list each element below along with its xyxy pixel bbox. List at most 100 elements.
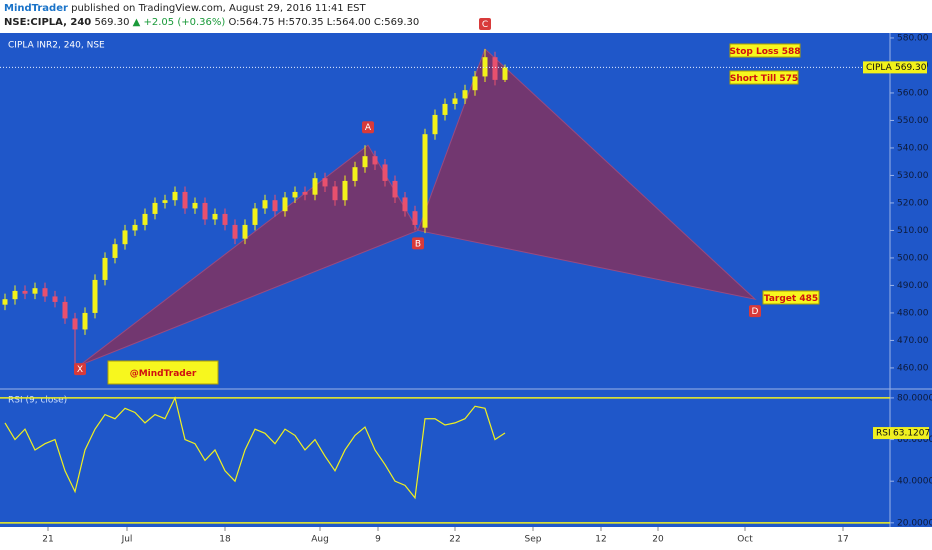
x-axis-background	[0, 527, 932, 550]
y-tick-label: 520.00	[897, 198, 929, 208]
candle-body	[472, 76, 478, 91]
ohlc-close: C:569.30	[373, 17, 420, 28]
candle-body	[282, 197, 288, 212]
rsi-tag-name: RSI	[876, 429, 891, 439]
candle-body	[62, 301, 68, 319]
candle-body	[252, 208, 258, 225]
x-tick-label: 9	[375, 535, 381, 545]
ohlc-high: H:570.35	[277, 17, 324, 28]
candle-body	[432, 114, 438, 135]
x-tick-label: Aug	[311, 535, 329, 545]
candle-body	[352, 167, 358, 181]
candle-body	[212, 213, 218, 220]
candle-body	[72, 318, 78, 330]
change: ▲ +2.05 (+0.36%)	[132, 17, 226, 28]
x-tick-label: 17	[837, 535, 848, 545]
annotation-box	[729, 43, 801, 58]
author[interactable]: MindTrader	[4, 3, 68, 14]
header-line: MindTrader published on TradingView.com,…	[4, 2, 928, 16]
candle-body	[52, 296, 58, 302]
candle-body	[332, 186, 338, 201]
candle-body	[412, 211, 418, 225]
candle-body	[292, 191, 298, 198]
y-tick-label: 530.00	[897, 171, 929, 181]
pattern-label: C	[482, 20, 488, 30]
candle-body	[222, 213, 228, 225]
candle-body	[342, 180, 348, 201]
candle-body	[362, 156, 368, 168]
candle-body	[302, 191, 308, 195]
candle-body	[162, 200, 168, 203]
header: MindTrader published on TradingView.com,…	[0, 0, 932, 33]
y-tick-label: 540.00	[897, 143, 929, 153]
candle-body	[92, 279, 98, 313]
ohlc-open: O:564.75	[228, 17, 275, 28]
panel-title: CIPLA INR2, 240, NSE	[8, 41, 105, 51]
y-tick-label: 480.00	[897, 308, 929, 318]
price-tag-value: 569.30	[895, 63, 927, 73]
candle-body	[492, 57, 498, 80]
candle-body	[402, 197, 408, 212]
candle-body	[482, 57, 488, 77]
pattern-label-box	[74, 363, 86, 376]
rsi-line	[4, 396, 506, 500]
y-tick-label: 510.00	[897, 226, 929, 236]
candle-body	[172, 191, 178, 201]
annotation-box	[107, 360, 219, 385]
rsi-tag	[873, 427, 929, 440]
candle-body	[372, 156, 378, 165]
y-tick-label: 40.0000	[897, 477, 932, 487]
candle-body	[422, 134, 428, 228]
candle-body	[42, 288, 48, 297]
y-tick-label: 460.00	[897, 363, 929, 373]
pattern-label: B	[415, 239, 421, 249]
candle-body	[82, 312, 88, 330]
price-tag	[863, 61, 927, 74]
y-tick-label: 550.00	[897, 116, 929, 126]
pattern-label-box	[749, 305, 761, 318]
candle-body	[142, 213, 148, 225]
x-tick-label: Oct	[737, 535, 753, 545]
ohlc-low: L:564.00	[326, 17, 371, 28]
y-tick-label: 60.0000	[897, 435, 932, 445]
candle-body	[442, 103, 448, 115]
candle-body	[12, 290, 18, 300]
pattern-label: A	[365, 123, 372, 133]
candle-body	[392, 180, 398, 198]
candle-body	[262, 200, 268, 209]
annotation: Target 485	[764, 294, 818, 304]
candle-body	[32, 288, 38, 294]
candle-body	[312, 178, 318, 195]
y-tick-label: 500.00	[897, 253, 929, 263]
harmonic-pattern	[417, 48, 757, 301]
candle-body	[242, 224, 248, 239]
candle-body	[192, 202, 198, 209]
x-tick-label: 22	[449, 535, 460, 545]
rsi-tag-value: 63.1207	[893, 429, 930, 439]
pattern-label-box	[362, 121, 374, 134]
last: 569.30	[94, 17, 130, 28]
x-tick-label: 18	[219, 535, 231, 545]
annotation: Stop Loss 588	[729, 47, 800, 57]
annotation: @MindTrader	[130, 369, 197, 379]
x-tick-label: Jul	[121, 535, 133, 545]
x-tick-label: 12	[595, 535, 606, 545]
y-tick-label: 580.00	[897, 33, 929, 43]
header-line: NSE:CIPLA, 240 569.30 ▲ +2.05 (+0.36%) O…	[4, 16, 928, 30]
candle-body	[322, 178, 328, 187]
annotation: Short Till 575	[730, 74, 798, 84]
pattern-label: X	[77, 365, 83, 375]
candle-body	[462, 90, 468, 99]
candle-body	[452, 98, 458, 104]
candle-body	[112, 244, 118, 258]
y-tick-label: 490.00	[897, 281, 929, 291]
candle-body	[382, 164, 388, 181]
published: published on TradingView.com, August 29,…	[71, 3, 366, 14]
y-tick-label: 560.00	[897, 88, 929, 98]
candle-body	[152, 202, 158, 214]
candle-body	[502, 67, 508, 80]
price-tag-name: CIPLA	[866, 63, 893, 73]
symbol: NSE:CIPLA, 240	[4, 17, 92, 28]
x-tick-label: 20	[652, 535, 664, 545]
